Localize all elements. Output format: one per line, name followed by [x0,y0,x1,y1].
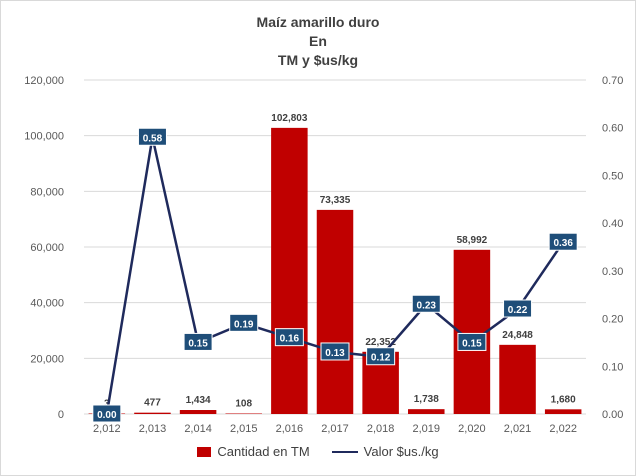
line-point: 0.36 [548,232,578,251]
bar [271,127,308,414]
right-tick-label: 0.40 [602,218,623,230]
line-data-label: 0.15 [188,338,208,349]
line-data-label-box [137,127,167,146]
left-tick-label: 100,000 [24,131,64,143]
line-point: 0.23 [411,294,441,313]
x-tick-label: 2,014 [184,423,212,435]
left-tick-label: 80,000 [30,186,64,198]
chart-title-line-2: En [309,33,327,49]
bar-data-label: 22,352 [365,337,396,348]
bar-data-label: 1,434 [186,395,211,406]
legend-item-valor: Valor $us./kg [331,444,439,459]
x-tick-label: 2,021 [504,423,532,435]
bar-series [88,127,582,414]
line-data-label-box [274,328,304,347]
line-data-label: 0.36 [553,238,573,249]
line-data-label-box [229,313,259,332]
line-point: 0.12 [366,347,396,366]
legend-bar-swatch [197,446,212,457]
line-point: 0.19 [229,313,259,332]
bar-data-label: 73,335 [320,195,351,206]
x-tick-label: 2,016 [276,423,304,435]
x-tick-label: 2,015 [230,423,258,435]
bar-data-label: 58,992 [457,235,488,246]
left-tick-label: 60,000 [30,242,64,254]
line-point: 0.00 [92,404,122,423]
x-tick-label: 2,018 [367,423,395,435]
line-data-label-box [503,299,533,318]
combo-chart: 020,00040,00060,00080,000100,000120,000 … [24,75,623,435]
line-point: 0.22 [503,299,533,318]
chart-title-line-1: Maíz amarillo duro [256,14,380,30]
right-tick-label: 0.50 [602,170,623,182]
line-series: 0.00 0.58 0.15 0.19 0.16 0.13 0.12 0.23 0.15 0.22… [92,127,578,423]
left-tick-label: 20,000 [30,353,64,365]
line-data-label-box [411,294,441,313]
bar [316,209,354,414]
line-point: 0.15 [183,332,213,351]
line-data-label-box [92,404,122,423]
line-data-label: 0.22 [508,305,528,316]
x-tick-label: 2,022 [549,423,577,435]
line-point: 0.58 [137,127,167,146]
right-tick-label: 0.70 [602,75,623,87]
line-data-label-box [183,332,213,351]
line-point: 0.13 [320,342,350,361]
chart-title-line-3: TM y $us/kg [277,52,359,68]
line-data-label-box [366,347,396,366]
legend-line-swatch [331,450,358,453]
right-tick-label: 0.10 [602,361,623,373]
bar-data-label: 24,848 [502,330,533,341]
right-tick-label: 0.30 [602,266,623,278]
line-point: 0.16 [274,328,304,347]
bar [544,409,582,414]
x-tick-label: 2,017 [321,423,349,435]
bar [408,409,445,414]
bar-data-label: 108 [235,399,252,410]
bar [179,410,217,414]
line-data-label: 0.58 [143,133,163,144]
right-tick-label: 0.00 [602,409,623,421]
left-axis: 0 20,000 40,000 60,000 80,000 100,000 120,000 [24,75,64,421]
bar [225,413,262,414]
left-tick-label: 120,000 [24,75,64,87]
x-tick-label: 2,020 [458,423,486,435]
line-data-label: 0.00 [97,410,117,421]
bar-data-label: 3 [104,399,110,410]
line-data-label: 0.13 [325,348,345,359]
bar [134,412,171,414]
right-tick-label: 0.60 [602,123,623,135]
legend-label-valor: Valor $us./kg [363,444,439,459]
line-data-label-box [548,232,578,251]
bar-data-label: 477 [144,398,161,409]
line-point: 0.15 [457,332,487,351]
bar-data-label: 1,680 [551,394,576,405]
left-tick-label: 0 [58,409,64,421]
x-tick-label: 2,019 [413,423,441,435]
legend-item-cantidad: Cantidad en TM [197,444,310,459]
x-tick-label: 2,012 [93,423,121,435]
line-data-label: 0.19 [234,319,254,330]
bar-data-label: 102,803 [271,113,308,124]
legend-label-cantidad: Cantidad en TM [217,444,310,459]
bar [499,344,536,414]
bar-data-labels: 3 477 1,434 108 102,803 73,335 22,352 1,738 58,9… [104,113,576,410]
x-tick-label: 2,013 [139,423,167,435]
right-axis: 0.00 0.10 0.20 0.30 0.40 0.50 0.60 0.70 [602,75,623,421]
bar-data-label: 1,738 [414,394,439,405]
line-data-label: 0.23 [417,300,437,311]
line-data-label: 0.12 [371,353,391,364]
line-data-label-box [457,332,487,351]
line-data-label: 0.15 [462,338,482,349]
line-data-label: 0.16 [280,334,300,345]
right-tick-label: 0.20 [602,314,623,326]
left-tick-label: 40,000 [30,298,64,310]
legend: Cantidad en TM Valor $us./kg [0,444,636,459]
x-axis: 2,012 2,013 2,014 2,015 2,016 2,017 2,018 2,019… [93,423,577,435]
line-data-label-box [320,342,350,361]
